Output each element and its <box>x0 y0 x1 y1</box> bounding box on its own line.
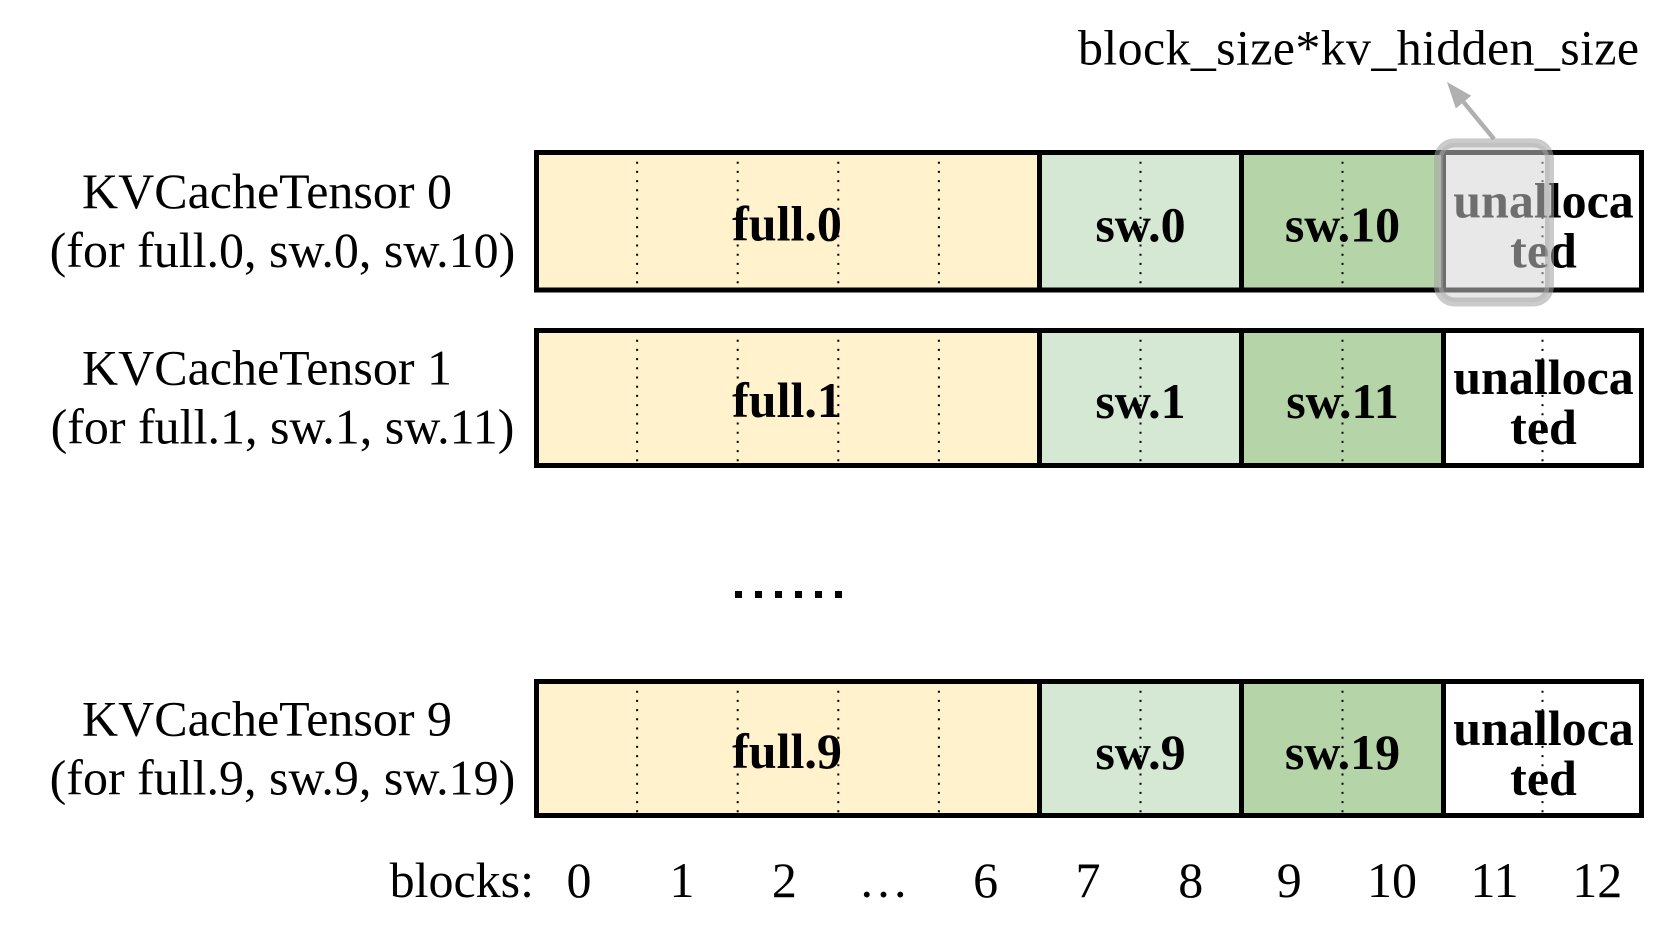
svg-text:sw.11: sw.11 <box>1286 373 1399 429</box>
svg-text:1: 1 <box>670 852 695 908</box>
svg-text:sw.1: sw.1 <box>1095 373 1185 429</box>
svg-text:10: 10 <box>1367 852 1417 908</box>
svg-text:blocks:: blocks: <box>390 852 534 908</box>
svg-text:(for full.1, sw.1, sw.11): (for full.1, sw.1, sw.11) <box>51 399 515 455</box>
svg-text:full.0: full.0 <box>732 196 842 252</box>
svg-text:2: 2 <box>772 852 797 908</box>
svg-text:block_size*kv_hidden_size: block_size*kv_hidden_size <box>1078 20 1639 76</box>
svg-text:KVCacheTensor 0: KVCacheTensor 0 <box>82 163 452 219</box>
svg-text:sw.19: sw.19 <box>1285 724 1400 780</box>
svg-text:8: 8 <box>1178 852 1203 908</box>
svg-text:full.1: full.1 <box>732 372 842 428</box>
svg-text:(for full.9, sw.9, sw.19): (for full.9, sw.9, sw.19) <box>50 750 516 806</box>
svg-text:6: 6 <box>973 852 998 908</box>
svg-text:KVCacheTensor 1: KVCacheTensor 1 <box>82 340 452 396</box>
svg-text:sw.10: sw.10 <box>1285 197 1400 253</box>
svg-text:sw.9: sw.9 <box>1095 724 1185 780</box>
svg-text:12: 12 <box>1572 852 1622 908</box>
svg-text:ted: ted <box>1510 399 1577 455</box>
svg-text:unalloca: unalloca <box>1453 349 1634 405</box>
svg-text:sw.0: sw.0 <box>1095 197 1185 253</box>
svg-text:7: 7 <box>1076 852 1101 908</box>
svg-text:unalloca: unalloca <box>1453 700 1634 756</box>
svg-text:0: 0 <box>567 852 592 908</box>
svg-text:…: … <box>859 852 909 908</box>
svg-text:9: 9 <box>1277 852 1302 908</box>
svg-text:full.9: full.9 <box>732 723 842 779</box>
svg-text:ted: ted <box>1510 750 1577 806</box>
svg-text:(for full.0, sw.0, sw.10): (for full.0, sw.0, sw.10) <box>50 222 516 278</box>
svg-text:11: 11 <box>1471 852 1519 908</box>
svg-text:KVCacheTensor 9: KVCacheTensor 9 <box>82 691 452 747</box>
